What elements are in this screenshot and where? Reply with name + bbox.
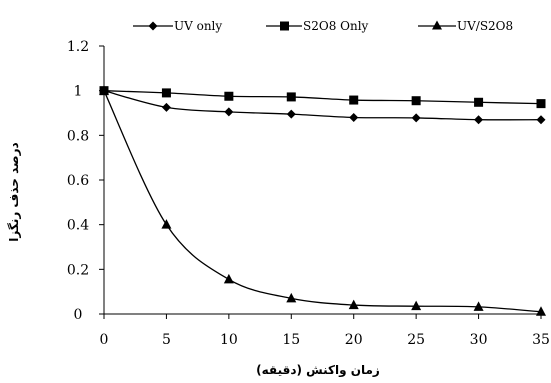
data-point-uv-s2o8 bbox=[223, 273, 234, 284]
data-point-s2o8-only bbox=[536, 99, 546, 109]
x-tick-label: 20 bbox=[345, 332, 363, 348]
data-point-uv-only bbox=[536, 115, 546, 125]
x-tick-label: 5 bbox=[162, 332, 171, 348]
series-line-s2o8-only bbox=[103, 90, 542, 105]
x-axis-ticks: 0 5 10 15 20 25 30 35 bbox=[100, 314, 550, 348]
legend-label-uv-s2o8: UV/S2O8 bbox=[457, 19, 513, 33]
y-tick-label: 0 bbox=[74, 307, 83, 323]
x-tick-label: 15 bbox=[282, 332, 300, 348]
data-point-s2o8-only bbox=[224, 91, 234, 101]
y-axis-title: درصد حذف رنگزا bbox=[7, 142, 21, 241]
legend-item-s2o8-only: S2O8 Only bbox=[266, 19, 369, 33]
y-tick-label: 0.4 bbox=[67, 218, 89, 234]
y-tick-label: 0.2 bbox=[67, 262, 89, 278]
data-point-uv-only bbox=[286, 109, 296, 119]
legend-label-uv-only: UV only bbox=[174, 19, 222, 33]
data-point-uv-s2o8 bbox=[99, 85, 109, 95]
x-tick-label: 35 bbox=[532, 332, 550, 348]
data-point-uv-s2o8 bbox=[473, 301, 484, 311]
data-point-uv-s2o8 bbox=[161, 219, 172, 229]
series-markers bbox=[99, 85, 546, 316]
x-tick-label: 10 bbox=[220, 332, 238, 348]
axes bbox=[103, 46, 541, 315]
legend-marker-triangle bbox=[432, 20, 442, 30]
data-point-s2o8-only bbox=[411, 96, 421, 106]
data-point-uv-only bbox=[161, 102, 171, 112]
data-point-uv-s2o8 bbox=[286, 292, 297, 303]
legend-item-uv-s2o8: UV/S2O8 bbox=[418, 19, 513, 33]
legend: UV only S2O8 Only UV/S2O8 bbox=[133, 19, 513, 33]
data-point-uv-s2o8 bbox=[536, 306, 546, 316]
data-point-uv-only bbox=[349, 112, 359, 122]
y-tick-label: 1.2 bbox=[67, 39, 89, 55]
legend-marker-diamond bbox=[148, 21, 158, 31]
data-point-s2o8-only bbox=[474, 97, 484, 107]
y-tick-label: 0.6 bbox=[67, 173, 89, 189]
data-point-uv-only bbox=[411, 113, 421, 123]
legend-label-s2o8-only: S2O8 Only bbox=[303, 19, 369, 33]
x-axis-title: زمان واکنش (دقیقه) bbox=[256, 363, 380, 378]
series-line-uv-s2o8 bbox=[103, 90, 542, 313]
data-point-uv-s2o8 bbox=[411, 300, 422, 311]
data-point-uv-s2o8 bbox=[348, 299, 359, 310]
y-tick-label: 1 bbox=[74, 84, 83, 100]
data-point-uv-only bbox=[224, 107, 234, 117]
legend-marker-square bbox=[280, 21, 289, 31]
data-point-uv-only bbox=[474, 115, 484, 125]
x-tick-label: 25 bbox=[407, 332, 425, 348]
data-point-s2o8-only bbox=[349, 95, 359, 105]
data-point-s2o8-only bbox=[161, 88, 171, 98]
legend-item-uv-only: UV only bbox=[133, 19, 222, 33]
x-tick-label: 0 bbox=[100, 332, 109, 348]
data-point-s2o8-only bbox=[286, 92, 296, 102]
y-axis-ticks: 0 0.2 0.4 0.6 0.8 1 1.2 bbox=[67, 39, 104, 323]
series-lines bbox=[103, 90, 542, 313]
y-tick-label: 0.8 bbox=[67, 128, 89, 144]
x-tick-label: 30 bbox=[470, 332, 488, 348]
